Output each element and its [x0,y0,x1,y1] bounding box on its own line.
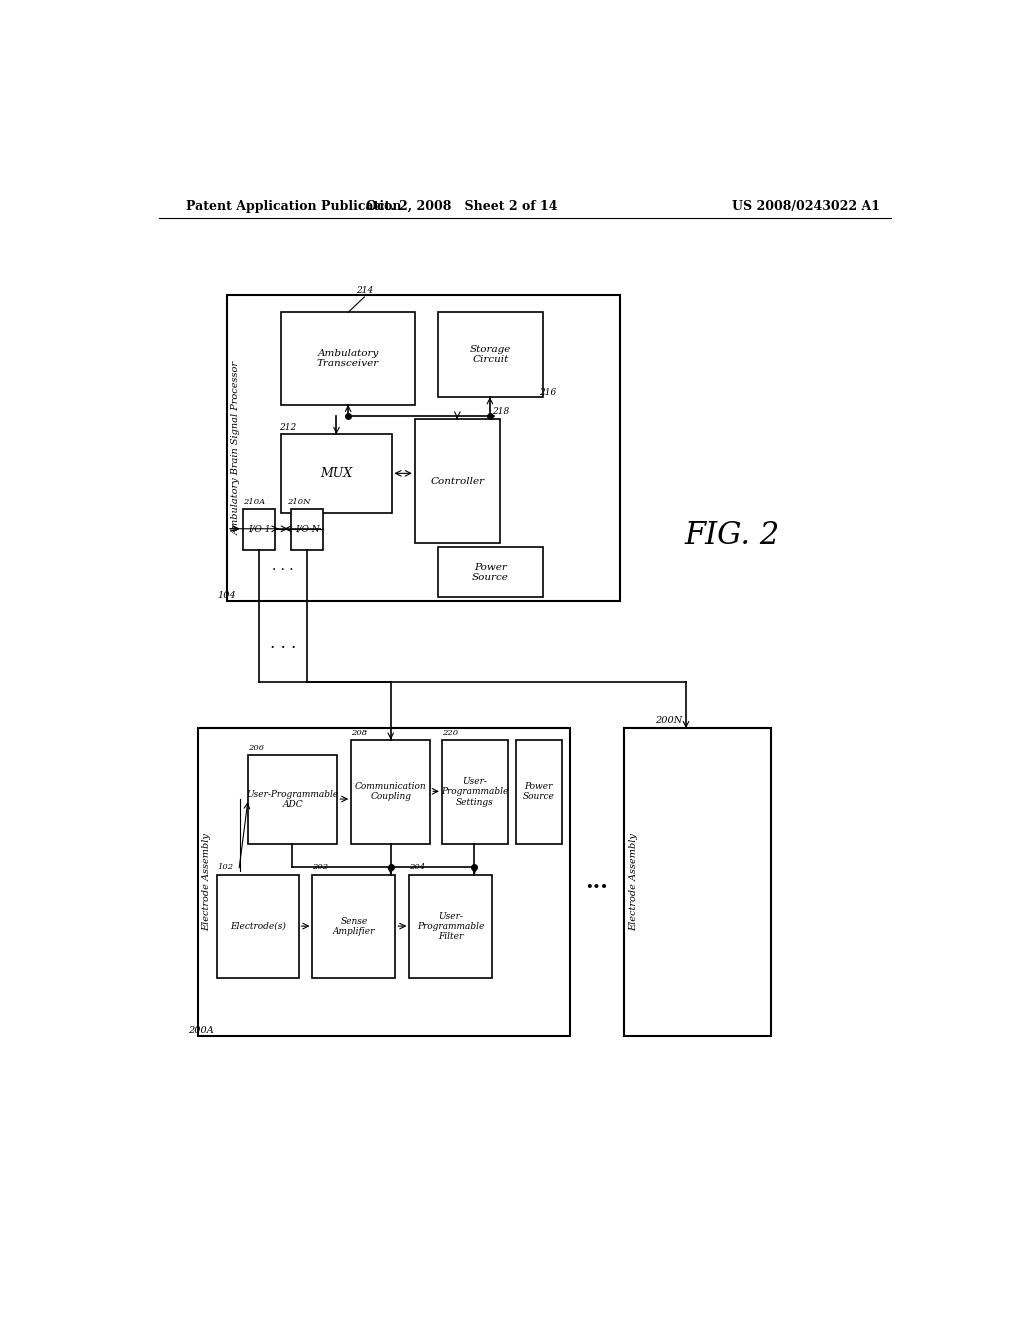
Bar [291,508,324,549]
Text: 104: 104 [217,590,236,599]
Text: Electrode Assembly: Electrode Assembly [203,833,212,931]
Text: 214: 214 [355,286,373,296]
Text: . . .: . . . [270,635,296,652]
Text: 212: 212 [280,422,296,432]
Text: FIG. 2: FIG. 2 [685,520,780,552]
Text: 102: 102 [217,863,233,871]
Text: Oct. 2, 2008   Sheet 2 of 14: Oct. 2, 2008 Sheet 2 of 14 [366,199,557,213]
Text: Power
Source: Power Source [472,562,509,582]
Text: 208: 208 [351,729,368,737]
Text: I/O N: I/O N [295,524,319,533]
Bar [415,418,500,544]
Text: Communication
Coupling: Communication Coupling [355,781,427,801]
Bar [198,729,569,1036]
Text: Electrode Assembly: Electrode Assembly [629,833,638,931]
Text: 200A: 200A [187,1026,213,1035]
Bar [410,874,493,978]
Text: 204: 204 [410,863,425,871]
Bar [248,755,337,843]
Bar [624,729,771,1036]
Text: MUX: MUX [321,467,352,480]
Text: I/O 1: I/O 1 [248,524,270,533]
Text: Electrode(s): Electrode(s) [229,921,286,931]
Text: Storage
Circuit: Storage Circuit [470,345,511,364]
Text: 202: 202 [312,863,329,871]
Text: 210N: 210N [287,499,310,507]
Text: 220: 220 [442,729,458,737]
Bar [438,313,543,397]
Bar [438,548,543,597]
Text: User-
Programmable
Settings: User- Programmable Settings [441,777,509,807]
Bar [515,739,562,843]
Text: Power
Source: Power Source [523,781,555,801]
Bar [351,739,430,843]
Bar [217,874,299,978]
Text: 210A: 210A [243,499,265,507]
Text: ...: ... [586,871,608,894]
Bar [442,739,508,843]
Text: Ambulatory Brain Signal Processor: Ambulatory Brain Signal Processor [232,362,241,536]
Text: 200N: 200N [655,717,682,725]
Bar [282,313,415,405]
Bar [312,874,395,978]
Text: 218: 218 [493,407,510,416]
Text: Patent Application Publication: Patent Application Publication [186,199,401,213]
Text: User-Programmable
ADC: User-Programmable ADC [247,789,339,809]
Text: . . .: . . . [272,560,294,573]
Text: Ambulatory
Transceiver: Ambulatory Transceiver [317,348,379,368]
Text: US 2008/0243022 A1: US 2008/0243022 A1 [732,199,880,213]
Bar [282,434,391,512]
Text: Controller: Controller [430,477,484,486]
Text: 206: 206 [248,744,264,752]
Bar [227,296,621,601]
Bar [243,508,275,549]
Text: User-
Programmable
Filter: User- Programmable Filter [417,912,484,941]
Text: 216: 216 [539,388,556,397]
Text: Sense
Amplifier: Sense Amplifier [333,917,375,936]
